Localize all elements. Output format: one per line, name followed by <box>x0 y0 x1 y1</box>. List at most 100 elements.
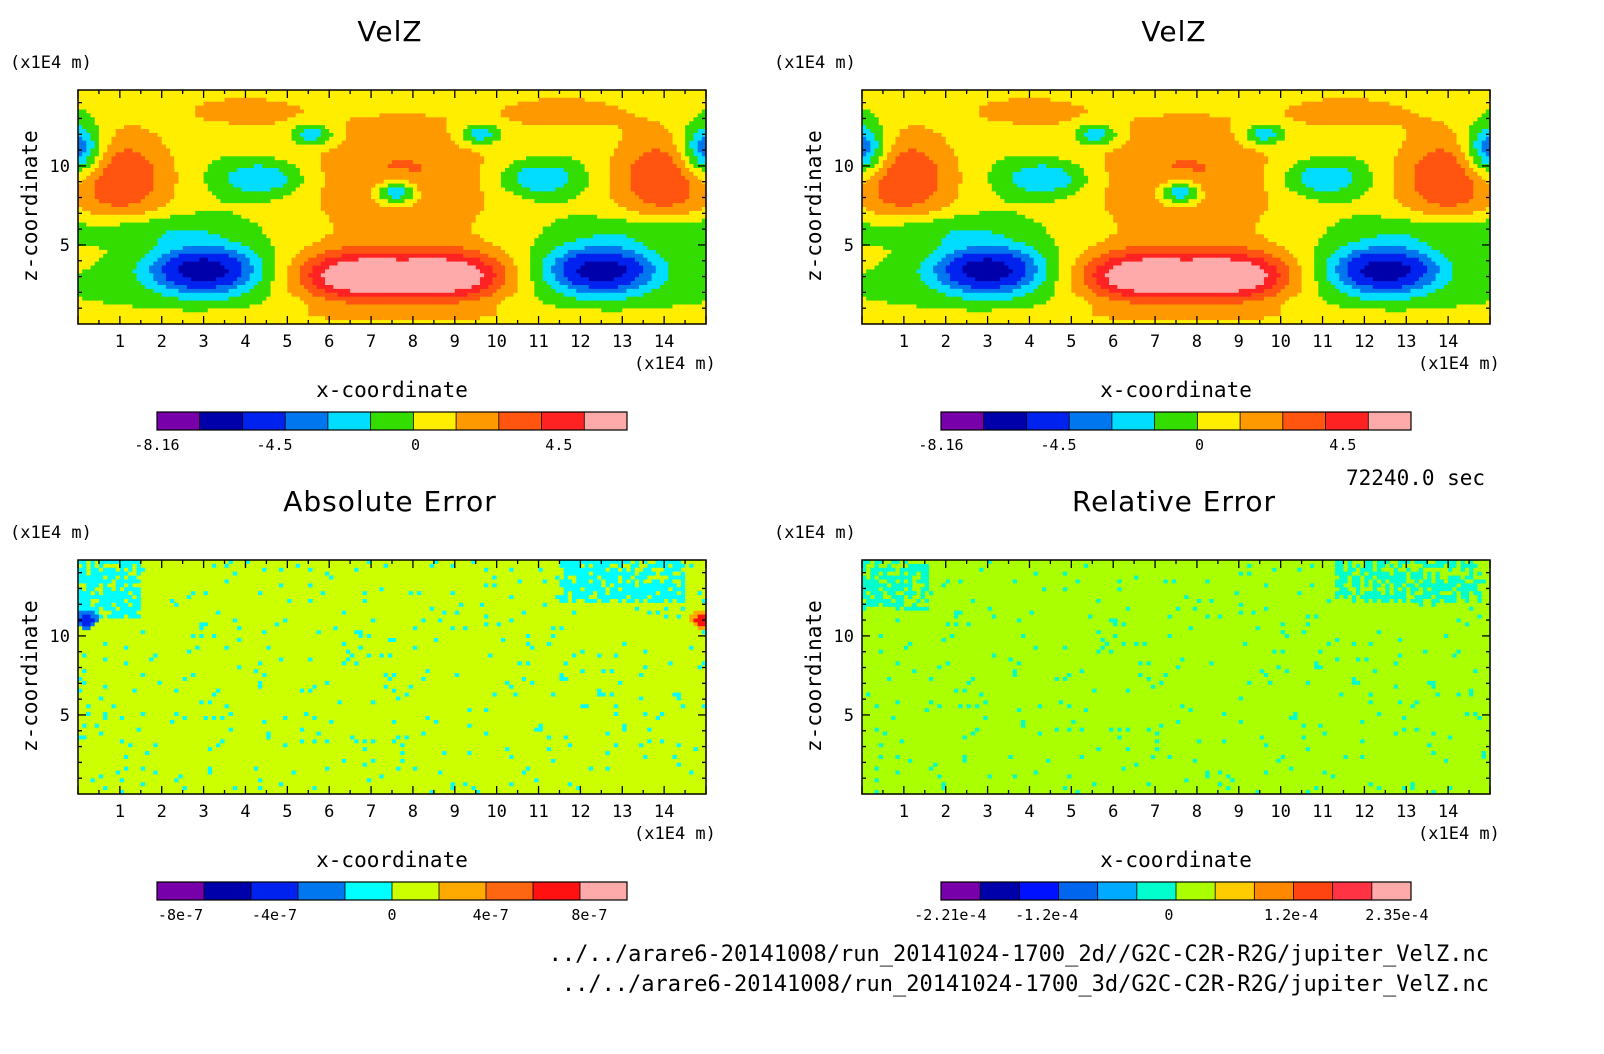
colorbar-segment <box>199 412 243 430</box>
x-unit: (x1E4 m) <box>634 824 716 844</box>
time-label: 72240.0 sec <box>1346 466 1485 490</box>
colorbar: -2.21e-4 -1.2e-4 0 1.2e-4 2.35e-4 <box>914 881 1429 924</box>
colorbar-segment <box>533 882 581 900</box>
file-path-2d: ../../arare6-20141008/run_20141024-1700_… <box>549 942 1489 967</box>
colorbar-segment <box>1197 412 1241 430</box>
x-tick-label: 2 <box>941 332 951 352</box>
x-tick-label: 1 <box>899 802 909 822</box>
colorbar-segment <box>413 412 457 430</box>
x-tick-label: 2 <box>941 802 951 822</box>
colorbar-segment <box>498 412 543 430</box>
x-tick-label: 14 <box>654 802 674 822</box>
colorbar-segment <box>392 882 440 900</box>
x-tick-label: 6 <box>324 332 334 352</box>
colorbar-segment <box>298 882 346 900</box>
file-path-3d: ../../arare6-20141008/run_20141024-1700_… <box>562 972 1489 997</box>
y-unit: (x1E4 m) <box>10 53 92 73</box>
colorbar-label: -4.5 <box>1040 436 1076 454</box>
x-tick-label: 1 <box>115 802 125 822</box>
x-tick-label: 13 <box>612 332 632 352</box>
colorbar-segment <box>439 882 487 900</box>
x-tick-label: 10 <box>1270 332 1290 352</box>
x-tick-label: 4 <box>1024 802 1034 822</box>
x-tick-label: 1 <box>899 332 909 352</box>
colorbar-segment <box>1069 412 1113 430</box>
x-tick-label: 11 <box>528 802 548 822</box>
colorbar-label: 0 <box>411 436 420 454</box>
panel-velz-right: VelZ (x1E4 m) z-coordinate (x1E4 m) x-co… <box>774 15 1564 485</box>
x-tick-label: 14 <box>1438 332 1458 352</box>
x-tick-label: 12 <box>570 802 590 822</box>
x-tick-label: 10 <box>486 802 506 822</box>
x-tick-label: 4 <box>1024 332 1034 352</box>
colorbar-segment <box>1282 412 1327 430</box>
x-tick-label: 5 <box>1066 332 1076 352</box>
x-tick-label: 7 <box>366 802 376 822</box>
x-tick-label: 6 <box>324 802 334 822</box>
x-tick-label: 8 <box>1192 802 1202 822</box>
colorbar-label: 8e-7 <box>571 906 607 924</box>
y-unit: (x1E4 m) <box>774 53 856 73</box>
colorbar-segment <box>157 882 205 900</box>
colorbar-segment <box>1097 882 1138 900</box>
colorbar-label: 4.5 <box>1329 436 1356 454</box>
colorbar-segment <box>941 412 985 430</box>
colorbar-segment <box>251 882 299 900</box>
colorbar-label: -4e-7 <box>252 906 297 924</box>
colorbar-segment <box>456 412 500 430</box>
x-tick-label: 1 <box>115 332 125 352</box>
heatmap-cells <box>862 560 1491 795</box>
colorbar-segment <box>1371 882 1412 900</box>
y-tick-label: 5 <box>60 706 70 726</box>
colorbar-segment <box>242 412 286 430</box>
panel-relative-error: Relative Error (x1E4 m) z-coordinate (x1… <box>774 485 1564 955</box>
x-tick-label: 11 <box>1312 802 1332 822</box>
colorbar-segment <box>1325 412 1369 430</box>
panel-title: VelZ <box>0 15 780 48</box>
colorbar-label: 4e-7 <box>473 906 509 924</box>
x-tick-label: 7 <box>1150 332 1160 352</box>
y-unit: (x1E4 m) <box>774 523 856 543</box>
colorbar-segment <box>541 412 585 430</box>
x-tick-label: 3 <box>198 802 208 822</box>
x-tick-label: 14 <box>654 332 674 352</box>
colorbar-segment <box>157 412 201 430</box>
colorbar-segment <box>327 412 372 430</box>
x-tick-label: 14 <box>1438 802 1458 822</box>
x-tick-label: 12 <box>1354 332 1374 352</box>
colorbar-label: -4.5 <box>256 436 292 454</box>
x-tick-label: 9 <box>1234 332 1244 352</box>
x-tick-label: 2 <box>157 332 167 352</box>
colorbar-segment <box>1176 882 1216 900</box>
y-tick-label: 10 <box>834 627 854 647</box>
colorbar-segment <box>980 882 1020 900</box>
axis-ticks <box>861 90 1491 324</box>
x-tick-label: 13 <box>1396 802 1416 822</box>
x-axis-label: x-coordinate <box>292 848 492 872</box>
colorbar-segment <box>345 882 393 900</box>
panel-velz-left: VelZ (x1E4 m) z-coordinate (x1E4 m) x-co… <box>0 15 780 485</box>
colorbar-label: 0 <box>1195 436 1204 454</box>
colorbar-label: -8.16 <box>918 436 963 454</box>
colorbar: -8e-7 -4e-7 0 4e-7 8e-7 <box>156 881 628 924</box>
colorbar-segment <box>1136 882 1177 900</box>
x-tick-label: 10 <box>1270 802 1290 822</box>
colorbar-segment <box>486 882 534 900</box>
x-tick-label: 11 <box>1312 332 1332 352</box>
colorbar-segment <box>1026 412 1070 430</box>
colorbar-segment <box>204 882 252 900</box>
x-tick-label: 9 <box>1234 802 1244 822</box>
x-unit: (x1E4 m) <box>634 354 716 374</box>
colorbar-segment <box>285 412 329 430</box>
colorbar-segment <box>1254 882 1294 900</box>
x-tick-label: 5 <box>282 332 292 352</box>
x-tick-label: 9 <box>450 332 460 352</box>
y-tick-label: 5 <box>844 706 854 726</box>
x-unit: (x1E4 m) <box>1418 354 1500 374</box>
colorbar-segment <box>941 882 981 900</box>
colorbar-label: -2.21e-4 <box>914 906 986 924</box>
